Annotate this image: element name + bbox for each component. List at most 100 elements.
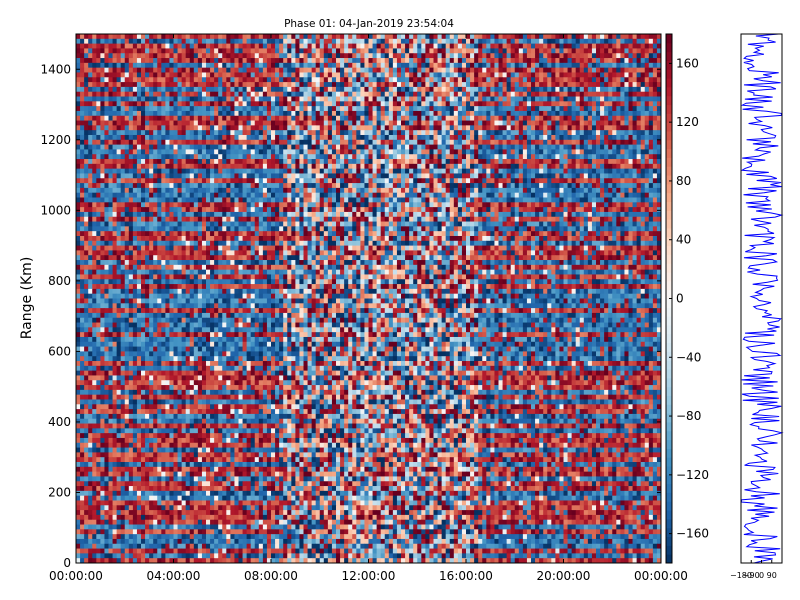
heatmap-cells	[76, 34, 662, 564]
heatmap-cell	[307, 34, 313, 40]
heatmap-cell	[543, 101, 548, 107]
heatmap-cell	[291, 144, 296, 150]
heatmap-cell	[344, 197, 349, 203]
heatmap-cell	[331, 115, 337, 121]
heatmap-cell	[587, 62, 593, 69]
heatmap-cell	[429, 183, 434, 189]
heatmap-cell	[392, 34, 398, 40]
heatmap-cell	[526, 62, 532, 69]
heatmap-cell	[161, 159, 166, 165]
heatmap-cell	[336, 38, 341, 45]
heatmap-cell	[559, 110, 564, 117]
heatmap-cell	[323, 38, 329, 45]
heatmap-cell	[254, 110, 260, 117]
heatmap-cell	[510, 192, 516, 198]
heatmap-cell	[596, 101, 601, 107]
heatmap-cell	[283, 72, 288, 78]
heatmap-cell	[453, 58, 459, 64]
heatmap-cell	[331, 144, 337, 150]
heatmap-cell	[157, 125, 162, 131]
heatmap-cell	[303, 82, 308, 88]
heatmap-cell	[262, 159, 268, 165]
heatmap-cell	[287, 43, 292, 49]
heatmap-cell	[327, 130, 333, 136]
heatmap-cell	[254, 159, 260, 165]
heatmap-cell	[116, 115, 122, 121]
heatmap-cell	[145, 130, 150, 136]
heatmap-cell	[539, 120, 544, 126]
heatmap-cell	[445, 178, 451, 184]
heatmap-cell	[128, 58, 134, 64]
heatmap-cell	[299, 192, 304, 198]
heatmap-cell	[283, 67, 288, 73]
heatmap-cell	[344, 168, 349, 174]
heatmap-cell	[311, 91, 317, 97]
heatmap-cell	[331, 43, 337, 49]
heatmap-cell	[238, 154, 243, 160]
heatmap-cell	[539, 58, 544, 64]
heatmap-cell	[360, 183, 365, 189]
heatmap-cell	[234, 58, 239, 64]
heatmap-cell	[490, 86, 495, 93]
heatmap-cell	[636, 149, 642, 155]
heatmap-cell	[124, 139, 130, 146]
heatmap-cell	[116, 149, 122, 155]
heatmap-cell	[392, 48, 398, 54]
heatmap-cell	[457, 34, 463, 40]
heatmap-cell	[441, 72, 447, 78]
heatmap-cell	[132, 67, 138, 73]
heatmap-cell	[299, 86, 304, 93]
heatmap-cell	[547, 154, 552, 160]
heatmap-cell	[579, 163, 585, 170]
heatmap-cell	[587, 149, 593, 155]
heatmap-cell	[413, 34, 418, 40]
heatmap-cell	[132, 115, 138, 121]
heatmap-cell	[173, 101, 178, 107]
heatmap-cell	[644, 163, 650, 170]
heatmap-cell	[591, 125, 597, 131]
heatmap-cell	[356, 149, 361, 155]
heatmap-cell	[96, 86, 101, 93]
heatmap-cell	[583, 130, 589, 136]
heatmap-cell	[291, 34, 296, 40]
heatmap-cell	[535, 77, 540, 83]
heatmap-cell	[136, 82, 142, 88]
heatmap-cell	[230, 139, 235, 146]
heatmap-cell	[246, 72, 252, 78]
heatmap-cell	[543, 178, 548, 184]
heatmap-cell	[149, 197, 154, 203]
heatmap-cell	[246, 149, 252, 155]
heatmap-cell	[271, 197, 276, 203]
heatmap-cell	[348, 163, 353, 170]
heatmap-cell	[417, 86, 422, 93]
heatmap-cell	[543, 53, 548, 59]
heatmap-cell	[169, 115, 174, 121]
heatmap-cell	[575, 34, 581, 40]
heatmap-cell	[258, 96, 264, 102]
heatmap-cell	[522, 187, 528, 194]
heatmap-cell	[222, 115, 227, 121]
heatmap-cell	[242, 178, 248, 184]
heatmap-cell	[177, 187, 183, 194]
heatmap-cell	[429, 43, 434, 49]
heatmap-cell	[571, 110, 577, 117]
heatmap-cell	[222, 106, 227, 112]
heatmap-cell	[136, 197, 142, 203]
heatmap-cell	[494, 91, 499, 97]
heatmap-cell	[173, 115, 178, 121]
heatmap-cell	[141, 139, 146, 146]
heatmap-cell	[323, 154, 329, 160]
heatmap-cell	[449, 183, 455, 189]
heatmap-cell	[177, 139, 183, 146]
heatmap-cell	[441, 178, 447, 184]
heatmap-cell	[230, 178, 235, 184]
heatmap-cell	[88, 173, 93, 179]
heatmap-cell	[185, 53, 191, 59]
heatmap-cell	[417, 163, 422, 170]
heatmap-cell	[258, 139, 264, 146]
heatmap-cell	[628, 178, 633, 184]
heatmap-cell	[551, 48, 556, 54]
heatmap-cell	[145, 62, 150, 69]
heatmap-cell	[518, 115, 524, 121]
heatmap-cell	[539, 163, 544, 170]
